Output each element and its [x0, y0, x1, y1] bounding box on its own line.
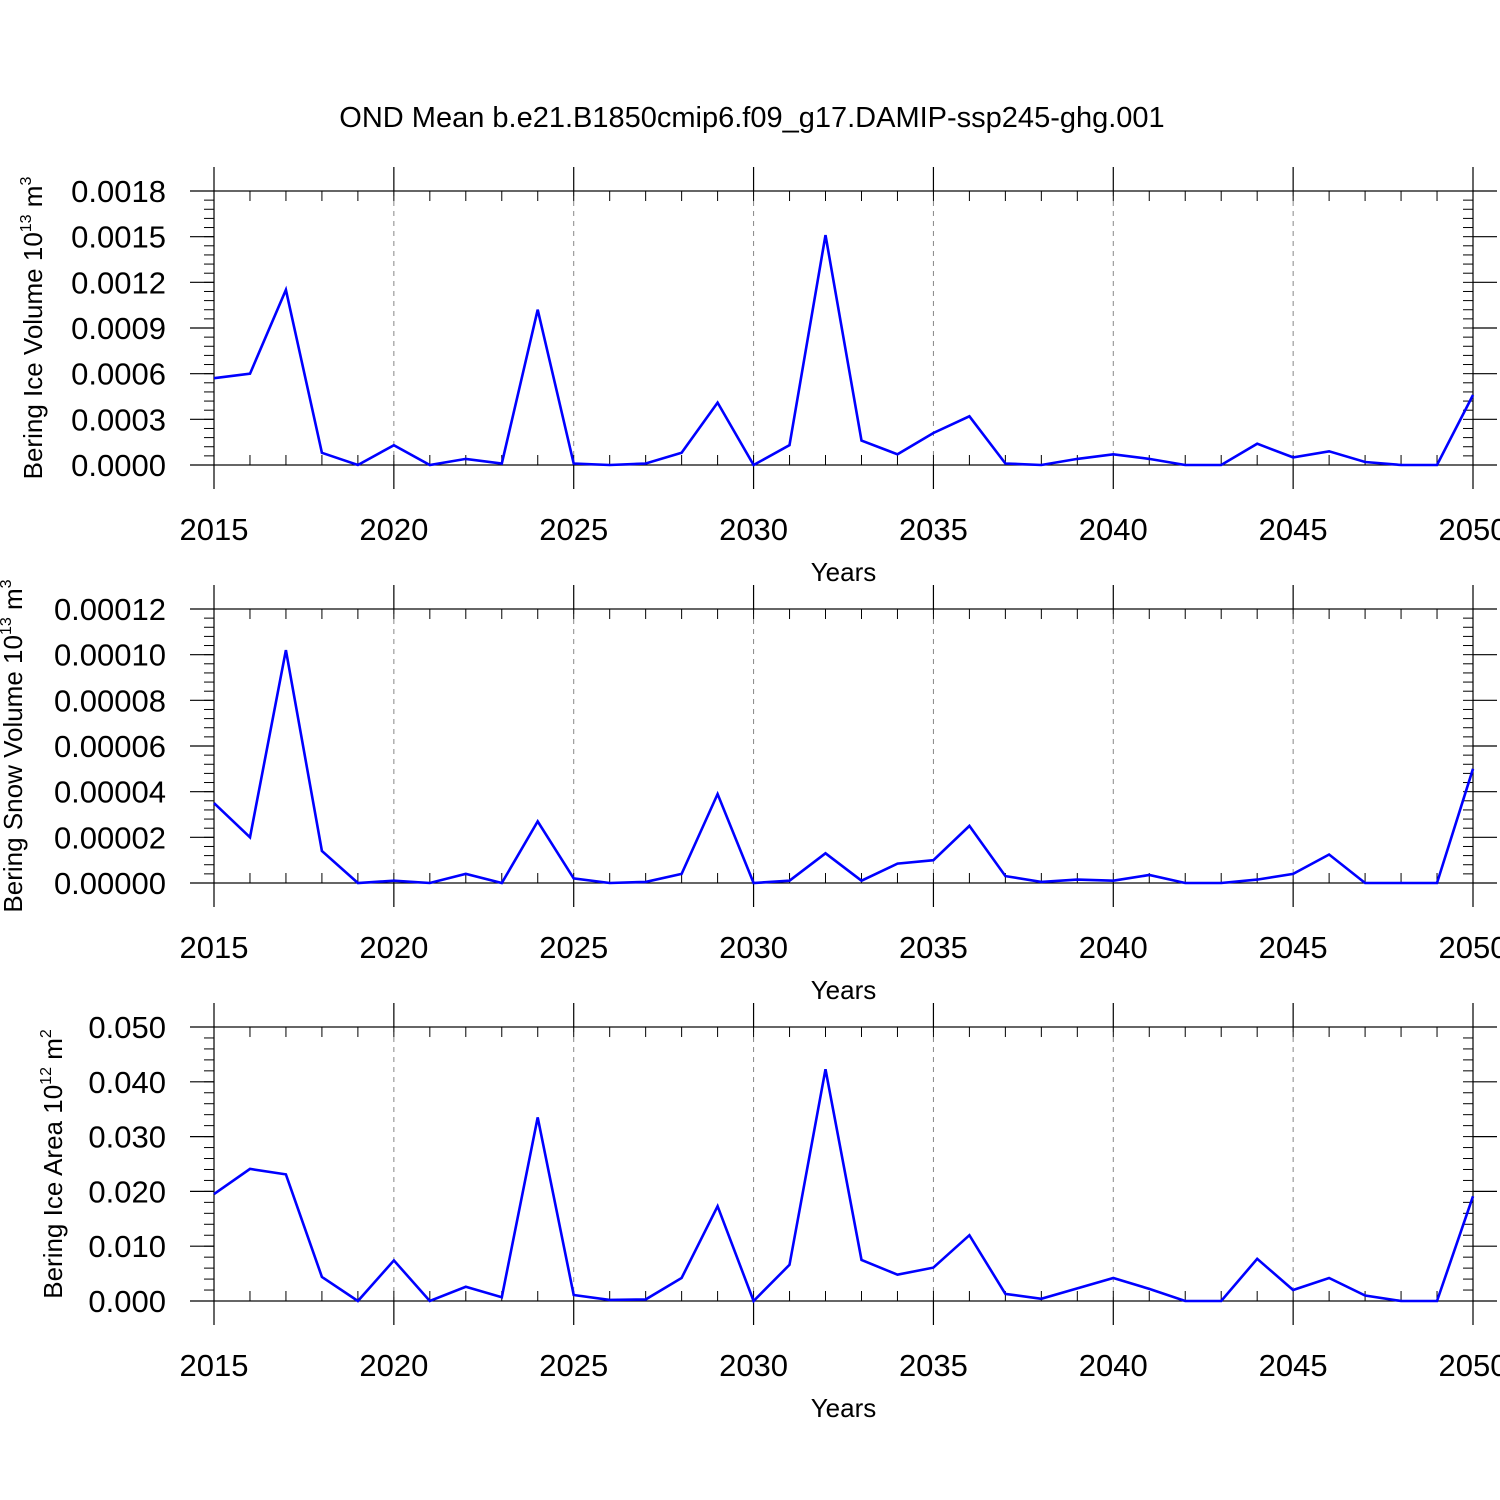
x-tick-label: 2030 [719, 1348, 788, 1383]
y-axis-title-space [18, 261, 48, 268]
x-tick-label: 2020 [359, 512, 428, 547]
x-axis-title: Years [811, 1393, 877, 1423]
y-axis-title: Bering Ice Volume 1013 m3 [18, 177, 48, 480]
y-axis-title-text: Bering Ice Volume [18, 268, 48, 479]
x-tick-label: 2015 [180, 512, 249, 547]
x-tick-label: 2015 [180, 1348, 249, 1383]
y-tick-label: 0.0012 [71, 265, 166, 300]
y-tick-label: 0.00008 [54, 683, 166, 718]
y-axis-title-space [0, 664, 28, 671]
y-axis-unit-m: m [0, 588, 28, 617]
y-tick-label: 0.0003 [71, 402, 166, 437]
y-axis-unit-power: 3 [18, 177, 35, 186]
x-tick-label: 2020 [359, 930, 428, 965]
x-tick-label: 2040 [1079, 930, 1148, 965]
y-axis-unit-m: m [38, 1038, 68, 1067]
y-tick-label: 0.010 [88, 1229, 166, 1264]
chart-panels: 2015 2020 2025 2030 2035 2040 2045 2050 0.0000 0.… [0, 167, 1500, 1423]
chart-panel-1: 2015 2020 2025 2030 2035 2040 2045 2050 0.0000 0.… [18, 167, 1500, 587]
y-tick-label: 0.00006 [54, 729, 166, 764]
y-tick-label: 0.0000 [71, 448, 166, 483]
x-tick-label: 2015 [180, 930, 249, 965]
y-tick-label: 0.00010 [54, 638, 166, 673]
x-tick-label: 2025 [539, 1348, 608, 1383]
x-tick-label: 2030 [719, 512, 788, 547]
y-tick-label: 0.0009 [71, 311, 166, 346]
x-tick-label: 2035 [899, 930, 968, 965]
x-tick-label: 2040 [1079, 512, 1148, 547]
y-axis-title-text: Bering Snow Volume [0, 671, 28, 912]
x-tick-label: 2050 [1439, 1348, 1500, 1383]
chart-title: OND Mean b.e21.B1850cmip6.f09_g17.DAMIP-… [339, 102, 1164, 134]
x-tick-label: 2025 [539, 512, 608, 547]
x-tick-label: 2045 [1259, 1348, 1328, 1383]
plot-frame [213, 190, 1474, 466]
y-tick-label: 0.0015 [71, 220, 166, 255]
x-tick-label: 2050 [1439, 512, 1500, 547]
y-axis-unit-base: 10 [0, 635, 28, 664]
chart-panel-3: 2015 2020 2025 2030 2035 2040 2045 2050 0.000 0.0… [38, 1003, 1500, 1423]
x-axis-title: Years [811, 557, 877, 587]
x-tick-label: 2045 [1259, 512, 1328, 547]
x-tick-label: 2020 [359, 1348, 428, 1383]
x-axis-title: Years [811, 975, 877, 1005]
y-axis-unit-exponent: 12 [38, 1067, 55, 1085]
y-axis-title-text: Bering Ice Area [38, 1120, 68, 1298]
y-tick-label: 0.00000 [54, 866, 166, 901]
y-axis-title-space [38, 1114, 68, 1121]
x-tick-label: 2040 [1079, 1348, 1148, 1383]
plot-frame [213, 608, 1474, 884]
plot-frame [213, 1026, 1474, 1302]
y-tick-label: 0.0018 [71, 174, 166, 209]
y-tick-label: 0.0006 [71, 357, 166, 392]
y-axis-unit-base: 10 [18, 232, 48, 261]
series-line [213, 234, 1475, 467]
x-tick-label: 2035 [899, 1348, 968, 1383]
y-axis-unit-m: m [18, 186, 48, 215]
y-axis-title: Bering Ice Area 1012 m2 [38, 1029, 68, 1299]
y-tick-label: 0.020 [88, 1174, 166, 1209]
x-tick-label: 2030 [719, 930, 788, 965]
y-tick-label: 0.030 [88, 1120, 166, 1155]
y-axis-unit-power: 2 [38, 1029, 55, 1038]
series-line [213, 1068, 1475, 1304]
y-axis-unit-exponent: 13 [18, 214, 35, 232]
x-tick-label: 2035 [899, 512, 968, 547]
chart-panel-2: 2015 2020 2025 2030 2035 2040 2045 2050 0.00000 0… [0, 579, 1500, 1005]
x-tick-label: 2050 [1439, 930, 1500, 965]
y-tick-label: 0.00002 [54, 820, 166, 855]
y-axis-unit-power: 3 [0, 579, 15, 588]
x-tick-label: 2025 [539, 930, 608, 965]
y-tick-label: 0.00012 [54, 592, 166, 627]
y-axis-unit-base: 10 [38, 1085, 68, 1114]
y-axis-unit-exponent: 13 [0, 617, 15, 635]
y-tick-label: 0.00004 [54, 775, 166, 810]
series-line [213, 649, 1475, 885]
y-tick-label: 0.040 [88, 1065, 166, 1100]
x-tick-label: 2045 [1259, 930, 1328, 965]
y-tick-label: 0.050 [88, 1010, 166, 1045]
y-axis-title: Bering Snow Volume 1013 m3 [0, 579, 28, 912]
y-tick-label: 0.000 [88, 1284, 166, 1319]
